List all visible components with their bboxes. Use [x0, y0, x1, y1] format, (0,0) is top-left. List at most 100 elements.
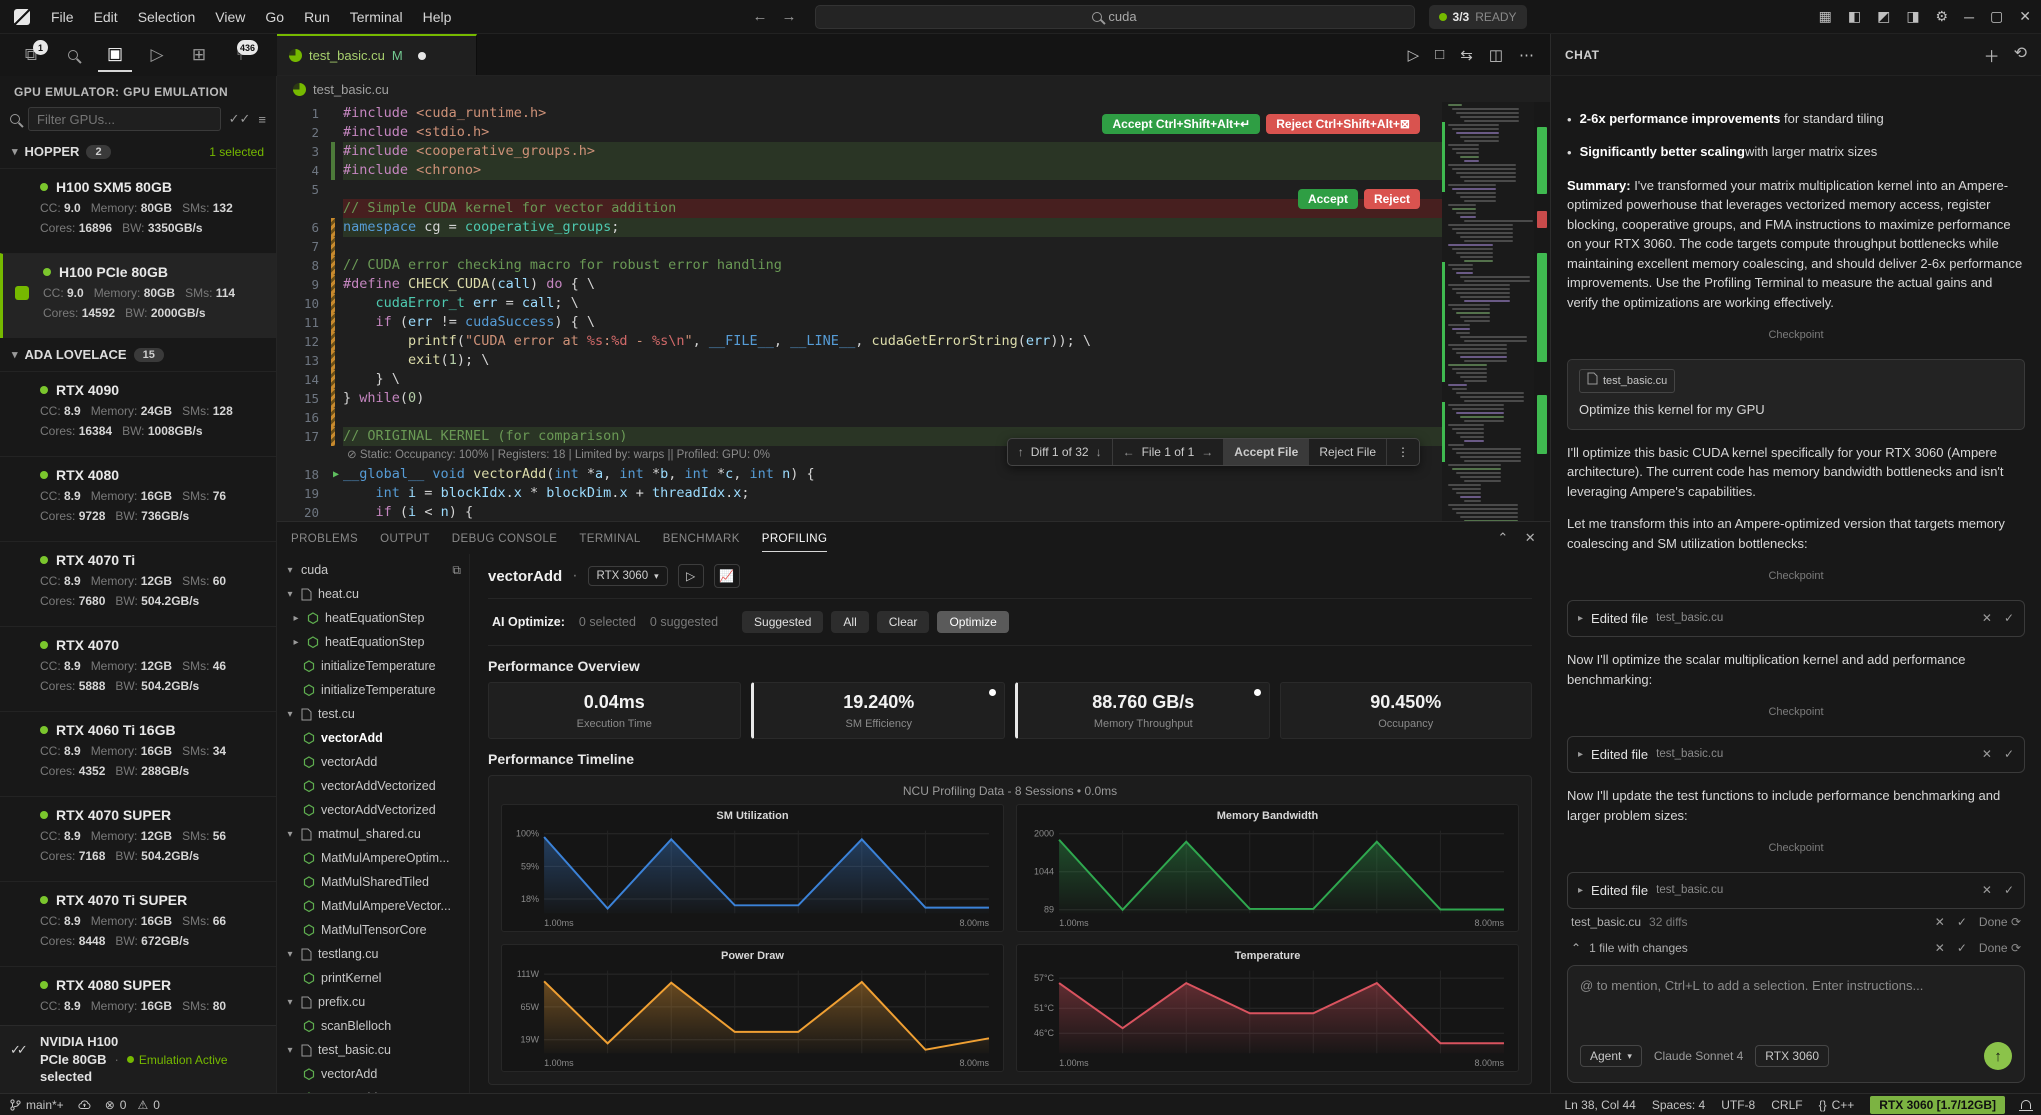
- prev-diff-icon[interactable]: ↑: [1017, 445, 1024, 459]
- model-name[interactable]: Claude Sonnet 4: [1653, 1049, 1744, 1063]
- new-chat-icon[interactable]: ＋: [1983, 48, 2000, 66]
- tree-item-file[interactable]: ▾ testlang.cu: [277, 942, 469, 966]
- panel-tab-problems[interactable]: PROBLEMS: [291, 532, 359, 545]
- gpu-list-item[interactable]: RTX 4070 CC: 8.9 Memory: 12GB SMs: 46 Cores:…: [0, 626, 276, 711]
- code-line[interactable]: 19 int i = blockIdx.x * blockDim.x + thr…: [303, 485, 750, 501]
- tree-item-kernel[interactable]: vectorAdd: [277, 726, 469, 750]
- customize-layout-icon[interactable]: ▦: [1818, 8, 1832, 24]
- editor-more-actions-icon[interactable]: ⋯: [1519, 46, 1534, 64]
- accept-all-icon[interactable]: ✓: [1956, 915, 1967, 929]
- window-minimize-button[interactable]: ─: [1964, 8, 1975, 25]
- accept-diff-button[interactable]: Accept Ctrl+Shift+Alt+↵: [1102, 114, 1261, 134]
- accept-hunk-button[interactable]: Accept: [1297, 189, 1358, 209]
- gpu-context-chip[interactable]: RTX 3060: [1755, 1045, 1830, 1067]
- accept-edit-icon[interactable]: ✓: [2003, 883, 2014, 898]
- tree-item-file[interactable]: ▾ test_basic.cu: [277, 1038, 469, 1062]
- language-mode-item[interactable]: {} C++: [1818, 1097, 1855, 1112]
- tree-item-file[interactable]: ▾ prefix.cu: [277, 990, 469, 1014]
- gpu-emulator-icon[interactable]: ▣: [98, 38, 132, 72]
- edited-file-row[interactable]: ▸ Edited file test_basic.cu ✕ ✓: [1567, 871, 2025, 909]
- gpu-section-header[interactable]: ▾ HOPPER 2 1 selected: [12, 144, 264, 159]
- chat-input[interactable]: @ to mention, Ctrl+L to add a selection.…: [1567, 965, 2025, 1083]
- panel-tab-benchmark[interactable]: BENCHMARK: [662, 532, 740, 545]
- edited-file-row[interactable]: ▸ Edited file test_basic.cu ✕ ✓: [1567, 599, 2025, 637]
- source-control-icon[interactable]: ⑂436: [224, 38, 258, 72]
- problems-item[interactable]: ⊗ 0 ⚠ 0: [104, 1097, 160, 1112]
- tree-item-kernel[interactable]: printKernel: [277, 966, 469, 990]
- split-editor-icon[interactable]: ◫: [1488, 46, 1503, 64]
- menu-run[interactable]: Run: [304, 8, 330, 25]
- checkpoint-marker[interactable]: Checkpoint: [1768, 329, 1824, 341]
- collapse-files-icon[interactable]: ⌃: [1571, 941, 1582, 955]
- menu-selection[interactable]: Selection: [137, 8, 196, 25]
- gpu-list-item[interactable]: H100 SXM5 80GB CC: 9.0 Memory: 80GB SMs: 13…: [0, 168, 276, 253]
- diffbar-more-icon[interactable]: ⋮: [1397, 445, 1409, 459]
- send-message-button[interactable]: ↑: [1984, 1042, 2012, 1070]
- panel-tab-output[interactable]: OUTPUT: [380, 532, 430, 545]
- code-editor[interactable]: test_basic.cu 1 #include <cuda_runtime.h>…: [277, 76, 1550, 521]
- next-diff-icon[interactable]: ↓: [1095, 445, 1102, 459]
- code-line[interactable]: 14 } \: [303, 370, 400, 389]
- run-kernel-gutter-icon[interactable]: ▶: [332, 469, 340, 480]
- tree-item-kernel[interactable]: ▸ heatEquationStep: [277, 630, 469, 654]
- code-line[interactable]: 4 #include <chrono>: [277, 161, 1442, 180]
- gpu-list-item[interactable]: RTX 4060 Ti 16GB CC: 8.9 Memory: 16GB SMs: …: [0, 711, 276, 796]
- active-gpu-status-chip[interactable]: RTX 3060 [1.7/12GB]: [1870, 1095, 2005, 1114]
- selected-checkbox[interactable]: [15, 286, 29, 300]
- edited-file-row[interactable]: ▸ Edited file test_basic.cu ✕ ✓: [1567, 735, 2025, 773]
- gpu-list-item[interactable]: RTX 4080 SUPER CC: 8.9 Memory: 16GB SMs: 80: [0, 966, 276, 1051]
- tree-item-root[interactable]: ▾ cuda ⧉: [277, 558, 469, 582]
- tree-item-kernel[interactable]: vectorAddVectorized: [277, 774, 469, 798]
- clear-list-icon[interactable]: ≡: [258, 111, 266, 127]
- extensions-icon[interactable]: ⊞: [191, 45, 207, 64]
- tree-item-kernel[interactable]: initializeTemperature: [277, 678, 469, 702]
- menu-file[interactable]: File: [51, 8, 74, 25]
- tree-item-kernel[interactable]: MatMulSharedTiled: [277, 870, 469, 894]
- code-line[interactable]: 16: [277, 408, 1442, 427]
- cursor-position-item[interactable]: Ln 38, Col 44: [1564, 1097, 1636, 1112]
- global-search-input[interactable]: cuda: [814, 4, 1415, 29]
- code-line[interactable]: 13 exit(1); \: [303, 351, 490, 370]
- code-line[interactable]: 7: [277, 237, 1442, 256]
- gpu-ready-badge[interactable]: 3/3 READY: [1428, 4, 1527, 29]
- toggle-sidebar-icon[interactable]: ◧: [1847, 8, 1862, 24]
- code-line[interactable]: 15} while(0): [303, 389, 425, 408]
- checkpoint-marker[interactable]: Checkpoint: [1768, 706, 1824, 718]
- window-maximize-button[interactable]: ▢: [1990, 8, 2004, 24]
- agent-mode-select[interactable]: Agent ▾: [1580, 1045, 1642, 1067]
- code-line[interactable]: 11 if (err != cudaSuccess) { \: [303, 313, 595, 332]
- indentation-item[interactable]: Spaces: 4: [1651, 1097, 1706, 1112]
- accept-file-button[interactable]: Accept File: [1224, 439, 1310, 465]
- gpu-list-item[interactable]: RTX 4090 CC: 8.9 Memory: 24GB SMs: 128 Cores…: [0, 371, 276, 456]
- gpu-filter-input[interactable]: Filter GPUs...: [28, 107, 221, 131]
- profiling-gpu-select[interactable]: RTX 3060 ▾: [587, 566, 668, 586]
- panel-collapse-icon[interactable]: ⌃: [1497, 530, 1509, 545]
- next-file-icon[interactable]: →: [1201, 445, 1214, 459]
- code-line[interactable]: 1 #include <cuda_runtime.h>: [311, 105, 547, 121]
- reject-edit-icon[interactable]: ✕: [1981, 611, 1992, 626]
- run-debug-icon[interactable]: ▷: [150, 45, 164, 64]
- tree-item-kernel[interactable]: MatMulTensorCore: [277, 918, 469, 942]
- minimap[interactable]: [1442, 102, 1534, 521]
- tree-item-file[interactable]: ▾ test.cu: [277, 702, 469, 726]
- checkpoint-marker[interactable]: Checkpoint: [1768, 842, 1824, 854]
- ai-suggested-button[interactable]: Suggested: [742, 611, 824, 633]
- gpu-list-item[interactable]: RTX 4070 SUPER CC: 8.9 Memory: 12GB SMs: 56…: [0, 796, 276, 881]
- code-line[interactable]: 8// CUDA error checking macro for robust…: [311, 256, 782, 275]
- tab-test-basic-cu[interactable]: test_basic.cu M: [277, 34, 477, 75]
- reject-file-button[interactable]: Reject File: [1309, 439, 1387, 465]
- code-line[interactable]: 2 #include <stdio.h>: [311, 124, 490, 140]
- publish-changes-item[interactable]: [78, 1099, 91, 1110]
- tree-item-kernel[interactable]: vectorAddVectorized: [277, 798, 469, 822]
- menu-help[interactable]: Help: [422, 8, 452, 25]
- nav-back-icon[interactable]: ←: [752, 8, 768, 25]
- reject-hunk-button[interactable]: Reject: [1363, 189, 1420, 209]
- chat-messages[interactable]: • 2-6x performance improvements for stand…: [1551, 76, 2041, 909]
- tree-item-file[interactable]: ▾ matmul_shared.cu: [277, 822, 469, 846]
- select-all-icon[interactable]: ✓✓: [228, 111, 251, 126]
- tree-item-kernel[interactable]: initializeTemperature: [277, 654, 469, 678]
- accept-edit-icon[interactable]: ✓: [2003, 611, 2014, 626]
- prev-file-icon[interactable]: ←: [1122, 445, 1135, 459]
- git-branch-item[interactable]: main*+: [10, 1098, 64, 1112]
- menu-terminal[interactable]: Terminal: [349, 8, 403, 25]
